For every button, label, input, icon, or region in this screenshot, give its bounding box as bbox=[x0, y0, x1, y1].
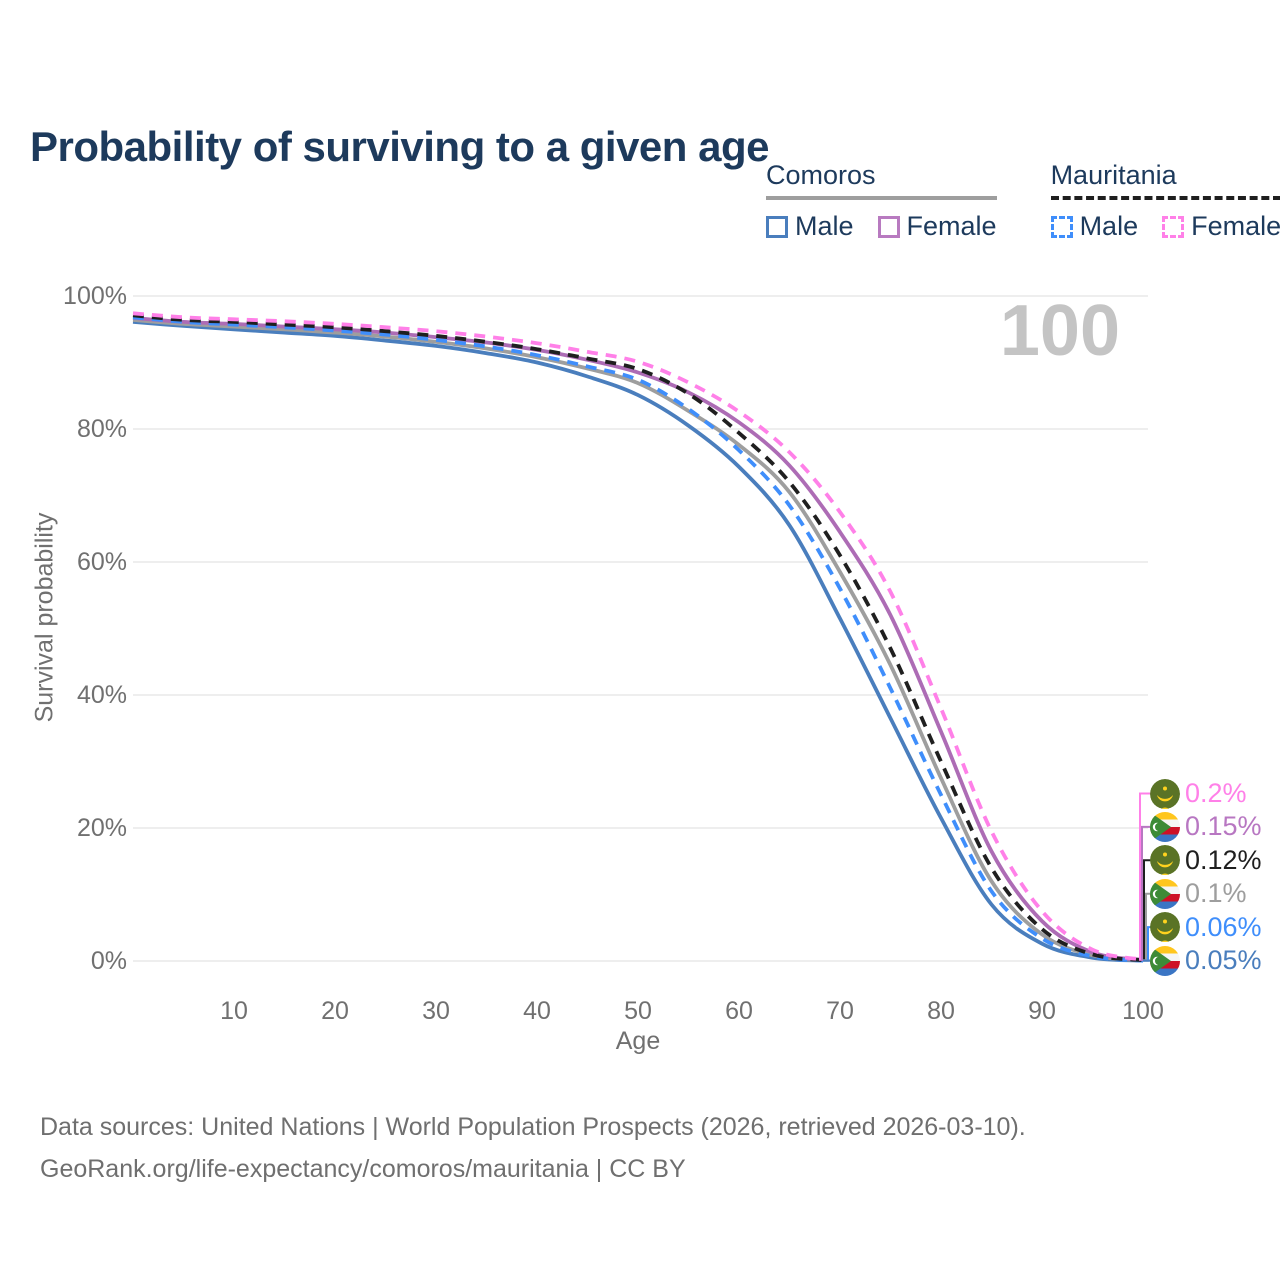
x-tick-90: 90 bbox=[1028, 997, 1056, 1025]
footer: Data sources: United Nations | World Pop… bbox=[40, 1106, 1026, 1190]
mauritania-flag-icon bbox=[1150, 778, 1180, 809]
end-label-value: 0.2% bbox=[1185, 778, 1247, 808]
legend-country-line-style bbox=[766, 196, 997, 200]
end-label-comoros_female: 0.15% bbox=[1150, 810, 1262, 843]
footer-source-url[interactable]: GeoRank.org/life-expectancy/comoros/maur… bbox=[40, 1155, 686, 1183]
end-label-mauritania_female: 0.2% bbox=[1150, 777, 1247, 810]
series-line-comoros_male[interactable] bbox=[132, 320, 1144, 963]
y-tick-20: 20% bbox=[76, 814, 127, 842]
end-label-mauritania_total: 0.12% bbox=[1150, 844, 1262, 877]
legend-swatch-icon[interactable] bbox=[766, 215, 788, 238]
x-axis-title: Age bbox=[615, 1027, 661, 1055]
x-tick-80: 80 bbox=[927, 997, 955, 1025]
y-tick-40: 40% bbox=[76, 681, 127, 709]
y-tick-0: 0% bbox=[90, 947, 127, 975]
end-label-value: 0.1% bbox=[1185, 878, 1247, 909]
comoros-flag-icon bbox=[1150, 878, 1180, 909]
legend-group-mauritania: Mauritania Male Female bbox=[1050, 160, 1280, 242]
series-line-comoros_total[interactable] bbox=[132, 318, 1144, 963]
y-tick-100: 100% bbox=[63, 282, 127, 310]
x-tick-70: 70 bbox=[826, 997, 854, 1025]
comoros-flag-icon bbox=[1150, 811, 1180, 842]
series-line-comoros_female[interactable] bbox=[132, 316, 1144, 962]
footer-data-sources: Data sources: United Nations | World Pop… bbox=[40, 1113, 1026, 1141]
legend-swatch-icon[interactable] bbox=[1162, 215, 1185, 238]
legend: Comoros Male Female Mauritania Male Female bbox=[766, 160, 1280, 242]
legend-item-mauritania-female[interactable]: Female bbox=[1162, 211, 1280, 242]
end-label-connector-comoros_female bbox=[1141, 825, 1152, 961]
end-label-value: 0.05% bbox=[1185, 945, 1262, 975]
legend-item-mauritania-male[interactable]: Male bbox=[1050, 211, 1139, 242]
series-line-mauritania_total[interactable] bbox=[132, 313, 1144, 963]
series-line-mauritania_male[interactable] bbox=[132, 315, 1144, 963]
mauritania-flag-icon bbox=[1150, 845, 1180, 876]
legend-item-label: Female bbox=[1191, 211, 1280, 241]
end-label-mauritania_male: 0.06% bbox=[1150, 911, 1262, 944]
x-tick-60: 60 bbox=[725, 997, 753, 1025]
legend-item-comoros-male[interactable]: Male bbox=[766, 211, 854, 242]
legend-item-comoros-female[interactable]: Female bbox=[877, 211, 997, 242]
mauritania-flag-icon bbox=[1150, 912, 1180, 943]
x-tick-50: 50 bbox=[624, 997, 652, 1025]
x-tick-40: 40 bbox=[523, 997, 551, 1025]
y-tick-80: 80% bbox=[76, 415, 127, 443]
end-label-value: 0.06% bbox=[1185, 911, 1262, 942]
comoros-flag-icon bbox=[1150, 945, 1180, 976]
legend-country-label: Comoros bbox=[766, 160, 876, 190]
legend-swatch-icon[interactable] bbox=[877, 215, 900, 238]
end-label-value: 0.12% bbox=[1185, 844, 1262, 875]
legend-item-label: Male bbox=[795, 211, 854, 241]
legend-country-label: Mauritania bbox=[1050, 160, 1177, 190]
x-tick-30: 30 bbox=[422, 997, 450, 1025]
chart-title: Probability of surviving to a given age bbox=[30, 123, 769, 171]
legend-items: Male Female bbox=[766, 211, 997, 242]
legend-item-label: Female bbox=[906, 211, 997, 241]
x-tick-100: 100 bbox=[1122, 997, 1164, 1025]
end-label-comoros_male: 0.05% bbox=[1150, 944, 1262, 977]
end-label-comoros_total: 0.1% bbox=[1150, 877, 1247, 910]
series-line-mauritania_female[interactable] bbox=[132, 311, 1144, 962]
y-axis-title: Survival probability bbox=[30, 512, 59, 723]
hovered-age-watermark: 100 bbox=[999, 291, 1120, 371]
legend-group-comoros: Comoros Male Female bbox=[766, 160, 997, 242]
legend-country-line-style bbox=[1050, 196, 1280, 200]
y-tick-60: 60% bbox=[76, 548, 127, 576]
legend-items: Male Female bbox=[1050, 211, 1280, 242]
x-tick-20: 20 bbox=[321, 997, 349, 1025]
legend-item-label: Male bbox=[1079, 211, 1139, 241]
end-label-value: 0.15% bbox=[1185, 811, 1262, 842]
x-tick-10: 10 bbox=[220, 997, 248, 1025]
legend-swatch-icon[interactable] bbox=[1050, 215, 1073, 238]
